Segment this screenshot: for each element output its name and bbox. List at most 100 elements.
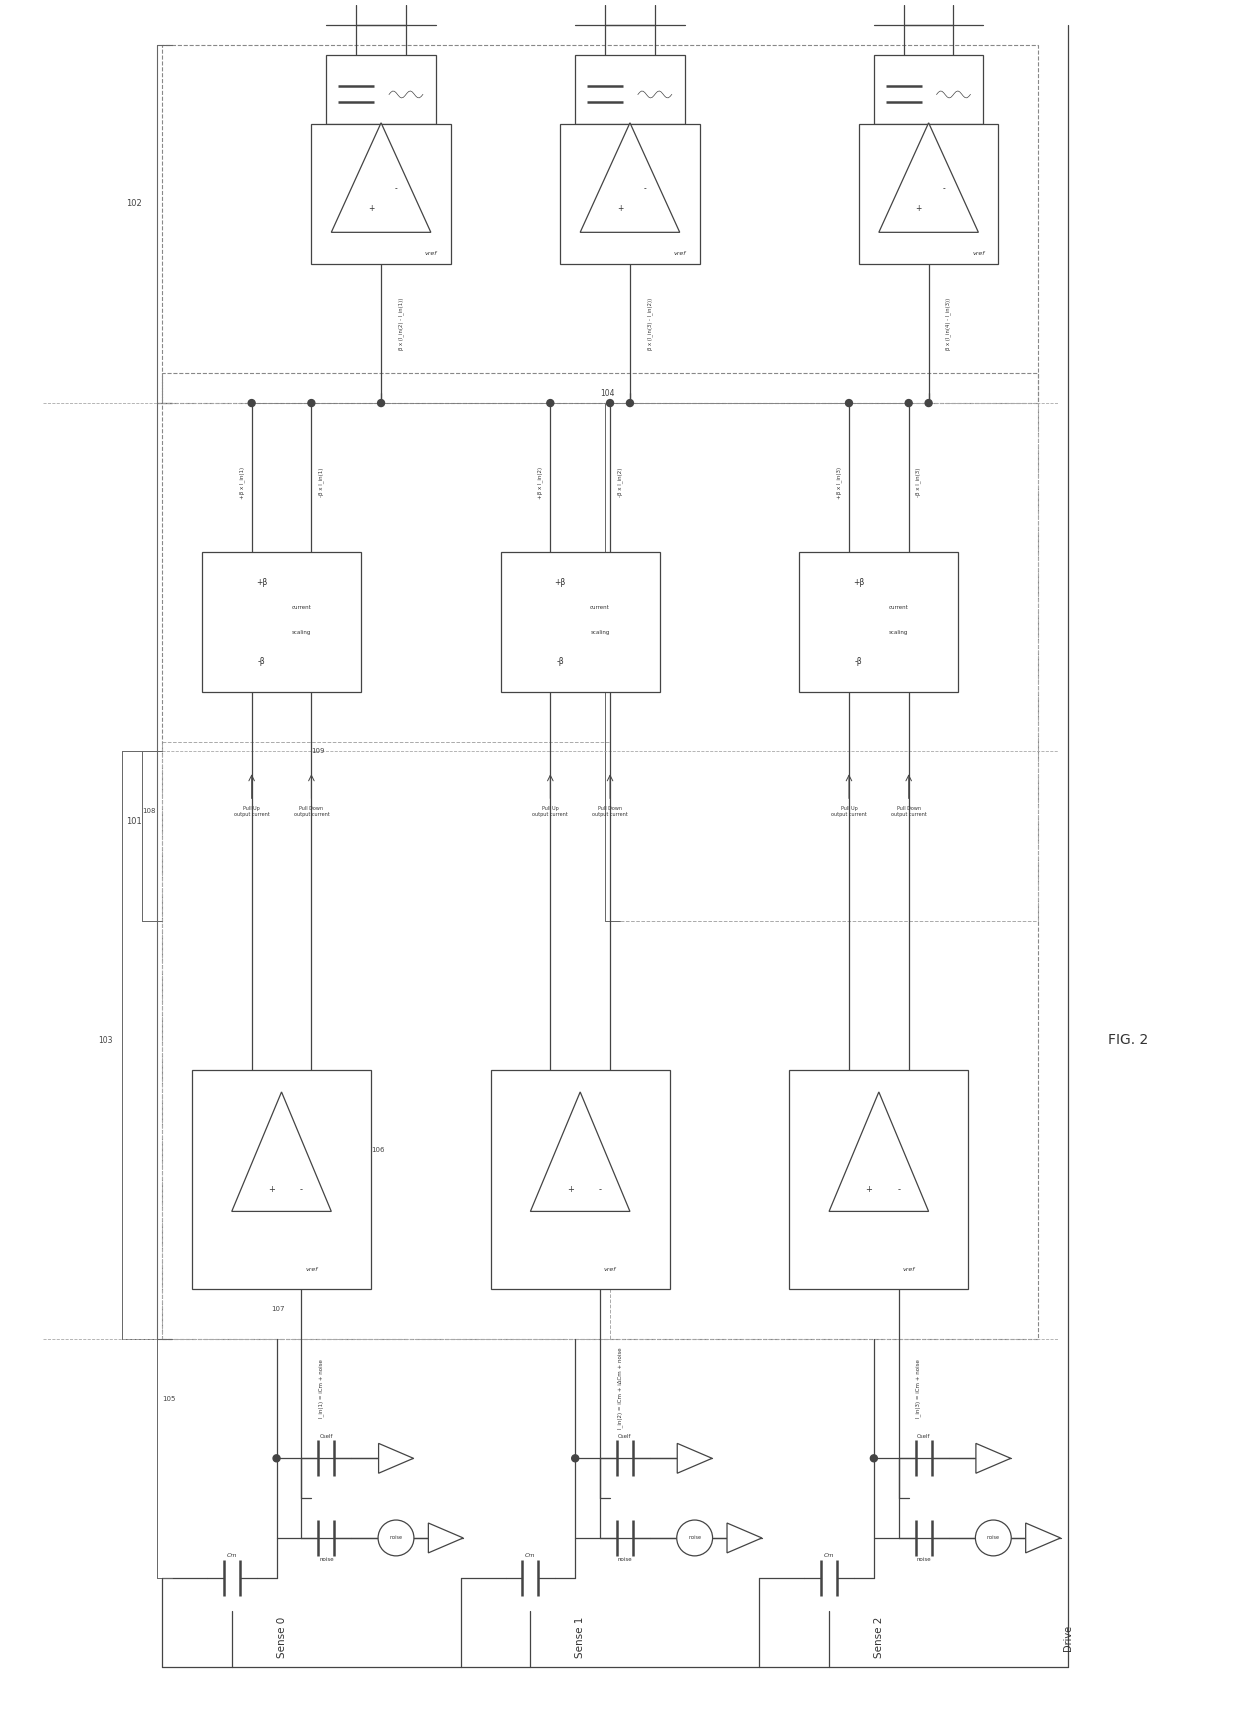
Text: noise: noise bbox=[319, 1557, 334, 1562]
Text: +β x I_in(2): +β x I_in(2) bbox=[537, 467, 543, 499]
Text: -: - bbox=[644, 184, 646, 193]
Text: 105: 105 bbox=[162, 1395, 175, 1402]
Circle shape bbox=[677, 1521, 713, 1557]
Text: Cself: Cself bbox=[320, 1434, 334, 1440]
Text: +: + bbox=[567, 1185, 574, 1193]
Circle shape bbox=[378, 1521, 414, 1557]
Text: vref: vref bbox=[604, 1267, 616, 1271]
Circle shape bbox=[905, 400, 913, 406]
Polygon shape bbox=[580, 122, 680, 232]
Text: noise: noise bbox=[987, 1536, 999, 1541]
Circle shape bbox=[846, 400, 852, 406]
Polygon shape bbox=[331, 122, 430, 232]
Polygon shape bbox=[531, 1092, 630, 1211]
Circle shape bbox=[273, 1455, 280, 1462]
Text: 107: 107 bbox=[272, 1305, 285, 1312]
Bar bbox=[491, 1069, 670, 1290]
Polygon shape bbox=[830, 1092, 929, 1211]
Bar bbox=[874, 55, 983, 124]
Circle shape bbox=[547, 400, 554, 406]
Text: Drive: Drive bbox=[1063, 1624, 1073, 1651]
Text: 108: 108 bbox=[143, 808, 156, 815]
Text: Pull Down
output current: Pull Down output current bbox=[294, 806, 330, 816]
Text: Cm: Cm bbox=[526, 1553, 536, 1558]
Text: Pull Up
output current: Pull Up output current bbox=[532, 806, 568, 816]
Text: 102: 102 bbox=[126, 200, 143, 208]
Circle shape bbox=[870, 1455, 878, 1462]
Text: Pull Up
output current: Pull Up output current bbox=[831, 806, 867, 816]
Text: noise: noise bbox=[618, 1557, 632, 1562]
Text: +: + bbox=[616, 205, 624, 214]
Text: scaling: scaling bbox=[889, 630, 909, 634]
Text: +: + bbox=[268, 1185, 275, 1193]
Bar bbox=[386, 83, 425, 107]
Text: vref: vref bbox=[305, 1267, 317, 1271]
Bar bbox=[610, 403, 1038, 921]
Circle shape bbox=[976, 1521, 1012, 1557]
Text: Sense 0: Sense 0 bbox=[277, 1617, 286, 1658]
Polygon shape bbox=[232, 1092, 331, 1211]
Bar bbox=[162, 45, 1038, 403]
Text: β x (I_in(2) - I_in(1)): β x (I_in(2) - I_in(1)) bbox=[398, 298, 404, 350]
Polygon shape bbox=[727, 1522, 761, 1553]
Text: Cm: Cm bbox=[823, 1553, 835, 1558]
Bar bbox=[202, 553, 361, 692]
Text: -β: -β bbox=[856, 658, 863, 666]
Text: -β x I_in(2): -β x I_in(2) bbox=[618, 468, 622, 498]
Circle shape bbox=[378, 400, 384, 406]
Circle shape bbox=[248, 400, 255, 406]
Text: -: - bbox=[898, 1185, 900, 1193]
Text: -: - bbox=[599, 1185, 601, 1193]
Text: I_in(3) = iCm + noise: I_in(3) = iCm + noise bbox=[916, 1359, 921, 1417]
Text: vref: vref bbox=[673, 251, 686, 257]
Circle shape bbox=[925, 400, 932, 406]
Text: vref: vref bbox=[972, 251, 985, 257]
Circle shape bbox=[572, 1455, 579, 1462]
Text: +β: +β bbox=[255, 579, 268, 587]
Text: noise: noise bbox=[916, 1557, 931, 1562]
Text: Pull Down
output current: Pull Down output current bbox=[593, 806, 627, 816]
Text: noise: noise bbox=[389, 1536, 403, 1541]
Text: Sense 2: Sense 2 bbox=[874, 1617, 884, 1658]
Bar bbox=[326, 55, 435, 124]
Text: -β: -β bbox=[258, 658, 265, 666]
Bar bbox=[162, 374, 1038, 1338]
Text: Cself: Cself bbox=[619, 1434, 631, 1440]
Bar bbox=[800, 553, 959, 692]
Text: scaling: scaling bbox=[291, 630, 311, 634]
Text: vref: vref bbox=[903, 1267, 915, 1271]
Text: +: + bbox=[368, 205, 374, 214]
Text: +: + bbox=[866, 1185, 872, 1193]
Polygon shape bbox=[976, 1443, 1011, 1474]
Text: β x (I_in(3) - I_in(2)): β x (I_in(3) - I_in(2)) bbox=[647, 298, 652, 350]
Text: Pull Down
output current: Pull Down output current bbox=[890, 806, 926, 816]
Text: +β x I_in(1): +β x I_in(1) bbox=[239, 467, 244, 499]
Text: -: - bbox=[394, 184, 397, 193]
Text: Cself: Cself bbox=[916, 1434, 930, 1440]
Text: vref: vref bbox=[424, 251, 438, 257]
Text: Pull Up
output current: Pull Up output current bbox=[234, 806, 269, 816]
Bar bbox=[575, 55, 684, 124]
Text: 109: 109 bbox=[311, 749, 325, 754]
Text: +: + bbox=[915, 205, 921, 214]
Text: β x (I_in(4) - I_in(3)): β x (I_in(4) - I_in(3)) bbox=[946, 298, 951, 350]
Text: FIG. 2: FIG. 2 bbox=[1107, 1033, 1148, 1047]
Text: -: - bbox=[942, 184, 945, 193]
Bar bbox=[162, 742, 610, 1338]
Bar bbox=[192, 1069, 371, 1290]
Text: current: current bbox=[889, 604, 909, 610]
Text: -β: -β bbox=[557, 658, 564, 666]
Text: Cm: Cm bbox=[227, 1553, 237, 1558]
Polygon shape bbox=[378, 1443, 413, 1474]
Circle shape bbox=[308, 400, 315, 406]
Text: 104: 104 bbox=[600, 389, 615, 398]
Text: +β x I_in(3): +β x I_in(3) bbox=[836, 467, 842, 499]
Bar bbox=[635, 83, 675, 107]
Text: Sense 1: Sense 1 bbox=[575, 1617, 585, 1658]
Text: I_in(1) = iCm + noise: I_in(1) = iCm + noise bbox=[319, 1359, 324, 1417]
Bar bbox=[859, 124, 998, 263]
Text: -β x I_in(1): -β x I_in(1) bbox=[319, 468, 324, 498]
Bar bbox=[501, 553, 660, 692]
Text: noise: noise bbox=[688, 1536, 701, 1541]
Bar bbox=[560, 124, 699, 263]
